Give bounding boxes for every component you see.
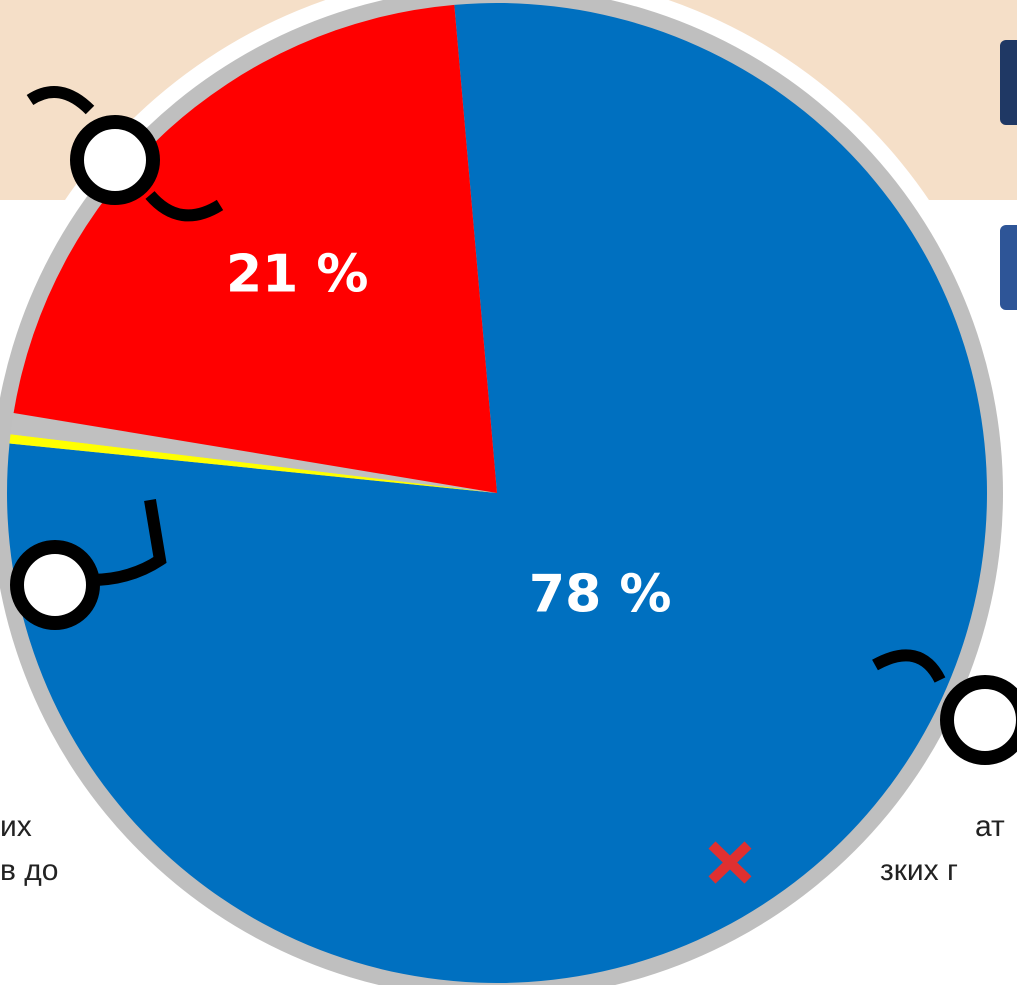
side-box bbox=[1000, 40, 1017, 125]
background-text: в до bbox=[0, 854, 58, 887]
side-box bbox=[1000, 225, 1017, 310]
background-text: их bbox=[0, 810, 32, 843]
slice-label: 78 % bbox=[529, 565, 672, 625]
background-text: зких г bbox=[880, 854, 958, 887]
background-text: ат bbox=[975, 810, 1005, 843]
slice-label: 21 % bbox=[226, 244, 369, 304]
screen: их в до ат зких г 78 % 21 % bbox=[0, 0, 1017, 985]
